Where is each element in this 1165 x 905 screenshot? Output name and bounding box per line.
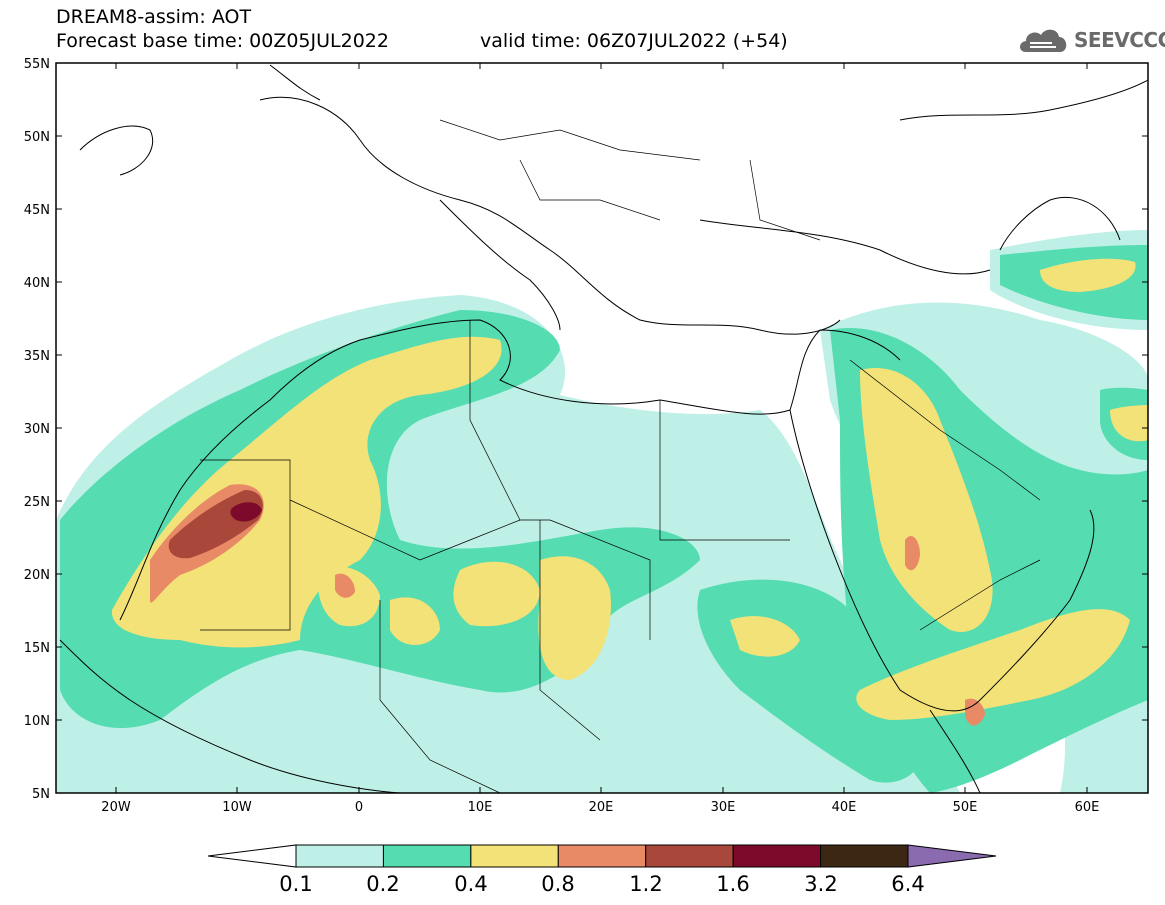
forecast-base-time: Forecast base time: 00Z05JUL2022 [56,30,389,52]
lon-label: 50E [953,800,978,815]
colorbar-box [382,844,472,868]
colorbar-label: 0.4 [454,872,487,896]
lat-label: 55N [24,57,50,72]
colorbar-label: 1.6 [716,872,749,896]
colorbar-label: 1.2 [629,872,662,896]
lat-label: 40N [24,276,50,291]
map-title: DREAM8-assim: AOT [56,6,252,28]
colorbar-label: 3.2 [804,872,837,896]
aot-field-1.6 [230,502,262,522]
lat-label: 15N [24,641,50,656]
colorbar-box [557,844,647,868]
lon-label: 10W [222,800,252,815]
logo-text: SEEVCCC [1074,28,1165,52]
lon-label: 20E [589,800,614,815]
lon-label: 30E [711,800,736,815]
colorbar-box [732,844,822,868]
colorbar-box [820,844,909,868]
lat-label: 20N [24,568,50,583]
lat-label: 35N [24,349,50,364]
lon-label: 60E [1075,800,1100,815]
lat-label: 50N [24,130,50,145]
cloud-icon [1020,29,1067,52]
aot-field-0.4 [111,258,1148,720]
seevccc-logo: SEEVCCC [1016,22,1165,58]
lon-label: 10E [468,800,493,815]
lon-label: 40E [832,800,857,815]
valid-time: valid time: 06Z07JUL2022 (+54) [480,30,788,52]
colorbar-high-extend [907,844,997,868]
colorbar-label: 0.2 [366,872,399,896]
colorbar-box [645,844,734,868]
lat-label: 5N [32,787,50,802]
colorbar: 0.1 0.2 0.4 0.8 1.2 1.6 3.2 6.4 [207,844,997,896]
colorbar-label: 6.4 [891,872,924,896]
lat-label: 25N [24,495,50,510]
axis-ticks [56,62,1148,794]
colorbar-box [295,844,384,868]
colorbar-label: 0.1 [279,872,312,896]
coastlines [59,64,1148,793]
lat-label: 10N [24,714,50,729]
colorbar-low-extend [207,844,297,868]
lat-label: 45N [24,203,50,218]
lat-label: 30N [24,422,50,437]
colorbar-box [470,844,559,868]
lon-label: 0 [355,800,363,815]
country-borders [200,119,1041,793]
lon-label: 20W [101,800,131,815]
colorbar-label: 0.8 [541,872,574,896]
